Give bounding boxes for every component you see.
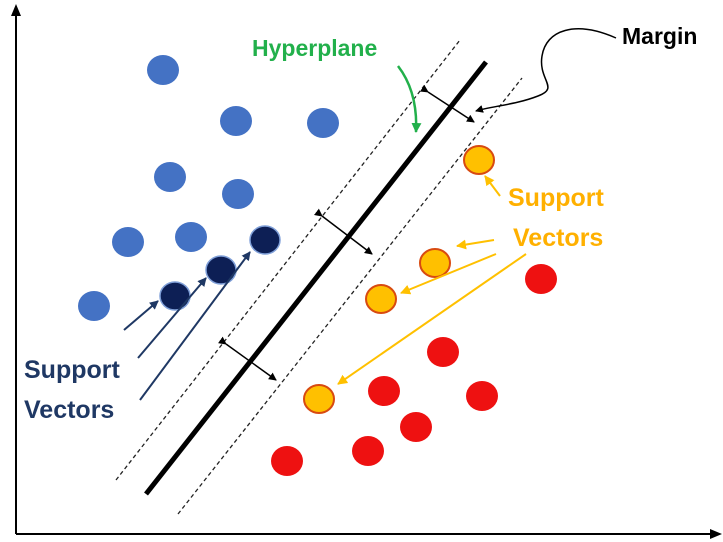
hyperplane-label: Hyperplane — [252, 35, 377, 61]
margin-arrows — [217, 84, 475, 381]
margin-arrow-bottom — [217, 336, 277, 381]
orange-arrow — [484, 175, 501, 197]
blue-point — [307, 108, 339, 138]
red-class-points — [271, 264, 557, 476]
orange-arrow — [400, 253, 497, 295]
blue-support-vector — [249, 225, 281, 255]
blue-support-vector — [159, 281, 191, 311]
blue-point — [78, 291, 110, 321]
support-vectors-right-line2: Vectors — [513, 224, 603, 252]
x-axis-arrowhead — [710, 529, 722, 539]
orange-support-vector — [419, 248, 451, 278]
red-point — [368, 376, 400, 406]
red-point — [271, 446, 303, 476]
red-point — [427, 337, 459, 367]
blue-class-points — [78, 55, 339, 321]
margin-label: Margin — [622, 23, 697, 49]
orange-support-vectors — [303, 145, 495, 414]
support-vectors-left-line1: Support — [24, 356, 120, 384]
navy-arrow — [139, 251, 251, 401]
blue-point — [147, 55, 179, 85]
navy-arrow — [137, 277, 207, 359]
left-support-arrows — [123, 251, 251, 401]
orange-arrow — [337, 253, 527, 385]
red-point — [525, 264, 557, 294]
support-vectors-left-line2: Vectors — [24, 396, 114, 424]
blue-point — [175, 222, 207, 252]
red-point — [352, 436, 384, 466]
blue-support-vector — [205, 255, 237, 285]
red-point — [400, 412, 432, 442]
hyperplane-line — [144, 60, 488, 496]
blue-point — [112, 227, 144, 257]
y-axis-arrowhead — [11, 4, 21, 16]
axes — [11, 4, 722, 539]
orange-support-vector — [365, 284, 397, 314]
margin-pointer — [475, 28, 617, 113]
margin-boundary-left — [115, 39, 461, 481]
right-support-arrows — [337, 175, 527, 385]
orange-support-vector — [303, 384, 335, 414]
red-point — [466, 381, 498, 411]
support-vectors-right-line1: Support — [508, 184, 604, 212]
orange-support-vector — [463, 145, 495, 175]
margin-arrow-top — [419, 84, 475, 123]
margin-arrow-middle — [314, 208, 373, 255]
blue-point — [222, 179, 254, 209]
hyperplane-pointer — [397, 65, 422, 133]
blue-point — [154, 162, 186, 192]
margin-boundary-right — [177, 77, 523, 515]
navy-arrow — [123, 300, 159, 331]
blue-point — [220, 106, 252, 136]
orange-arrow — [456, 239, 495, 250]
